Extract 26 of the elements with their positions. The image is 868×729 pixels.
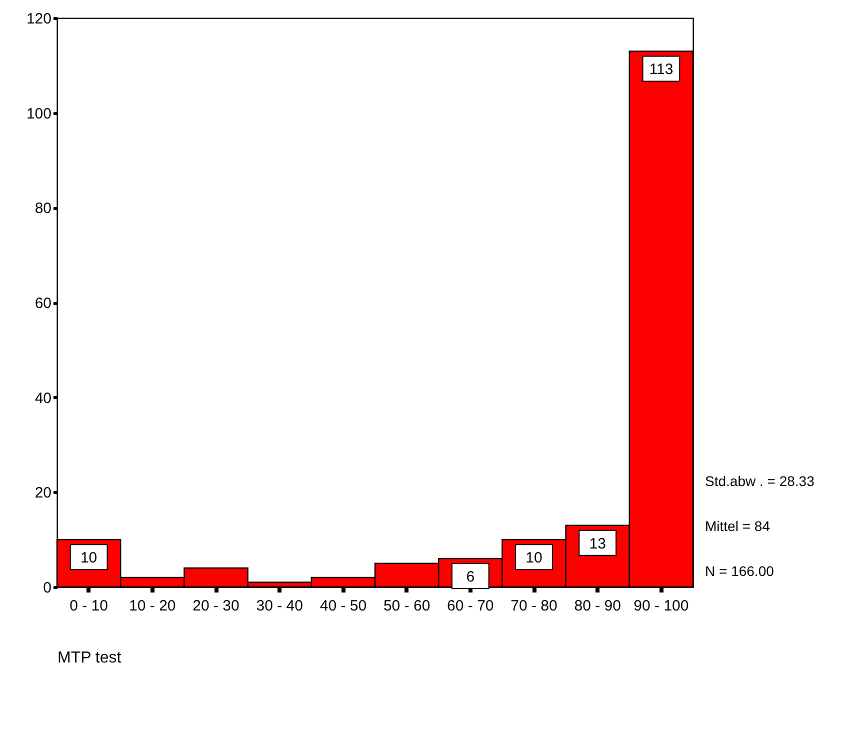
y-tick-label: 20 (34, 484, 52, 502)
data-label: 13 (589, 535, 606, 552)
data-label: 10 (80, 550, 98, 567)
x-tick-label: 10 - 20 (129, 598, 176, 614)
y-tick-label: 60 (34, 295, 52, 312)
text: Mittel = 84 (705, 518, 770, 534)
x-tick-label: 20 - 30 (192, 598, 240, 614)
x-tick-label: 40 - 50 (320, 598, 367, 614)
y-tick-label: 100 (26, 105, 52, 122)
y-tick-label: 0 (43, 580, 52, 596)
y-tick-label: 40 (34, 390, 52, 407)
y-tick-label: 80 (34, 200, 52, 218)
x-tick-label: 50 - 60 (383, 598, 430, 614)
x-tick-label: 90 - 100 (634, 598, 689, 614)
data-label: 10 (526, 550, 542, 567)
x-tick-label: 0 - 10 (70, 598, 108, 614)
data-label: 6 (466, 568, 475, 586)
text: N = 166.00 (705, 563, 774, 579)
y-tick-label: 120 (26, 10, 52, 28)
data-label: 113 (649, 61, 674, 78)
x-tick-label: 70 - 80 (510, 598, 558, 614)
x-tick-label: 80 - 90 (574, 598, 621, 614)
x-tick-label: 30 - 40 (256, 598, 303, 614)
x-axis-title: MTP test (58, 650, 122, 666)
text: Std.abw . = 28.33 (705, 473, 815, 489)
x-tick-label: 60 - 70 (447, 598, 494, 614)
